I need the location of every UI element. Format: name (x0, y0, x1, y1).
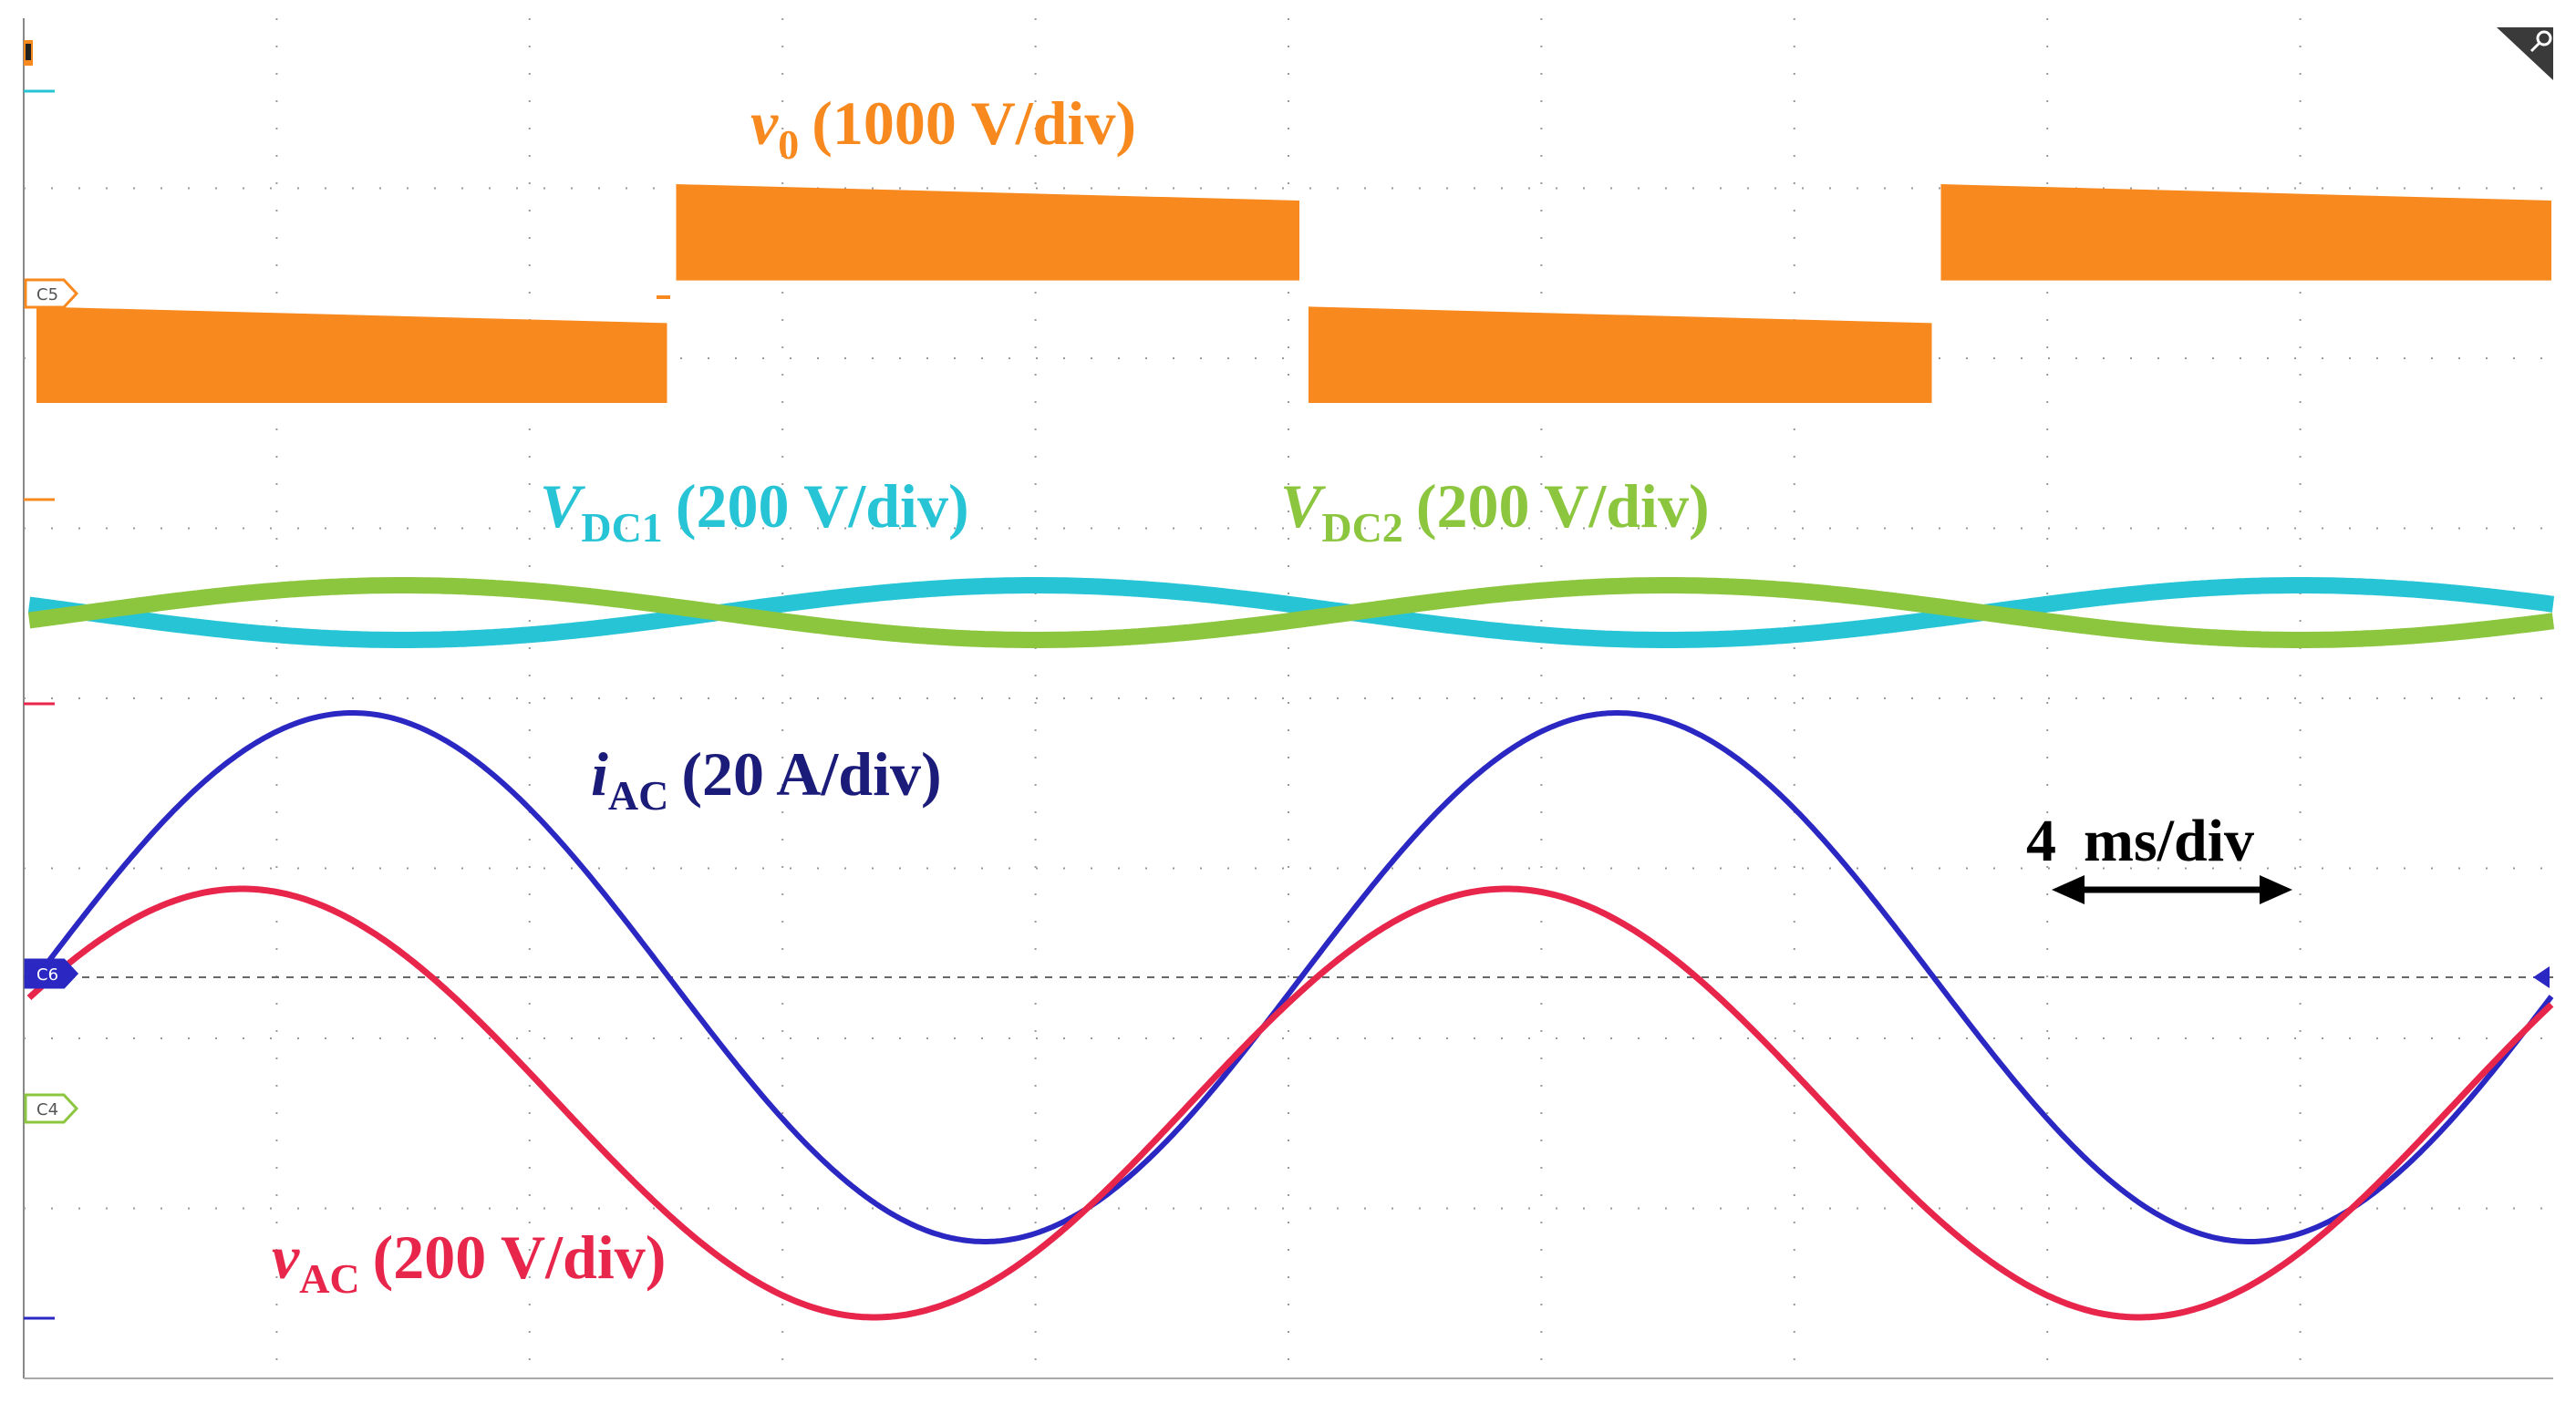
iac-label: iAC (20 A/div) (591, 739, 942, 819)
vdc1-label: VDC1 (200 V/div) (540, 471, 969, 551)
vac-trace (26, 885, 2554, 1321)
channel-marker-label: C6 (36, 965, 58, 985)
traces (25, 184, 2558, 1321)
v0-segment (1309, 306, 1932, 403)
channel-marker-label: C4 (36, 1100, 58, 1119)
vdc1-trace (25, 577, 2558, 648)
v0-segment (1940, 184, 2551, 281)
trigger-icon (2497, 27, 2553, 80)
v0-label: v0 (1000 V/div) (750, 88, 1136, 168)
v0-segment (36, 306, 667, 403)
channel-markers: C5 C6 C4 (24, 278, 2550, 1124)
time-scale-arrow (2052, 875, 2292, 904)
vdc2-label: VDC2 (200 V/div) (1280, 471, 1710, 551)
channel-marker: C5 (24, 278, 79, 309)
v0-segment (676, 184, 1299, 281)
vdc2-trace (25, 577, 2558, 648)
channel-marker: C6 (24, 958, 79, 989)
grid (23, 18, 2553, 1379)
top-left-marker (24, 40, 33, 66)
iac-trace (26, 710, 2554, 1244)
vac-label: vAC (200 V/div) (272, 1222, 666, 1302)
right-reference-arrow (2533, 966, 2550, 988)
channel-marker: C4 (24, 1093, 79, 1124)
time-scale-label: 4 ms/div (2026, 808, 2254, 874)
channel-marker-label: C5 (36, 285, 58, 304)
